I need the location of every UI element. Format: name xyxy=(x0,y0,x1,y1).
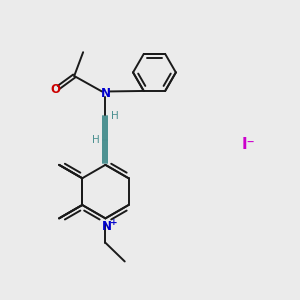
Text: H: H xyxy=(111,111,119,121)
Text: N: N xyxy=(100,87,110,100)
Text: I⁻: I⁻ xyxy=(241,136,255,152)
Text: +: + xyxy=(110,218,118,227)
Text: H: H xyxy=(92,136,100,146)
Text: O: O xyxy=(50,83,60,96)
Text: N: N xyxy=(102,220,112,233)
